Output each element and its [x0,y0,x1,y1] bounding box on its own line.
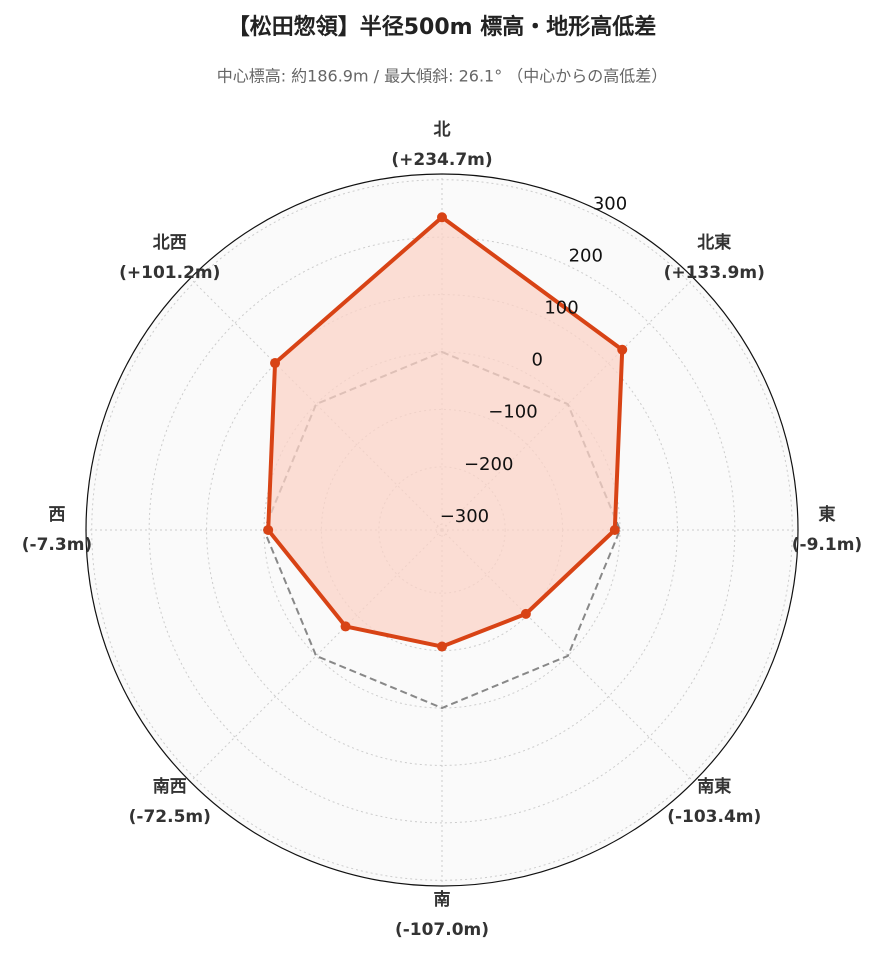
grid-ring [148,236,736,824]
value-label: (-72.5m) [129,807,211,827]
data-point [617,344,628,355]
value-label: (-107.0m) [395,920,489,940]
r-tick-label: −100 [488,402,537,423]
spoke [189,529,443,783]
value-label: (-9.1m) [792,535,862,555]
data-point [437,212,447,223]
category-label: 南 [434,889,451,910]
r-tick-label: −300 [440,506,489,527]
data-point [609,525,620,535]
value-label: (+101.2m) [119,263,220,283]
spoke [189,277,443,531]
value-label: (-103.4m) [667,807,761,827]
r-tick-label: 200 [569,246,603,267]
chart-subtitle: 中心標高: 約186.9m / 最大傾斜: 26.1° （中心からの高低差） [217,67,668,86]
data-point [270,358,281,369]
data-point [437,641,447,652]
category-label: 北 [434,120,451,140]
spoke [441,529,695,783]
spoke [441,277,695,531]
category-label: 南東 [697,776,731,797]
r-tick-label: 0 [531,350,542,371]
plot-border [85,173,799,887]
category-label: 東 [819,504,836,525]
chart-title: 【松田惣領】半径500m 標高・地形高低差 [228,14,657,40]
grid-ring [263,351,621,709]
value-label: (-7.3m) [22,535,92,555]
data-point [520,608,531,619]
category-label: 北西 [153,233,187,253]
r-tick-label: 100 [544,298,578,319]
value-label: (+133.9m) [664,263,765,283]
data-point [263,525,274,535]
category-label: 南西 [153,776,187,797]
category-label: 西 [49,505,66,525]
data-point [340,621,351,632]
category-label: 北東 [697,232,731,253]
value-label: (+234.7m) [391,150,492,170]
r-tick-label: −200 [464,454,513,475]
r-tick-label: 300 [593,194,627,215]
